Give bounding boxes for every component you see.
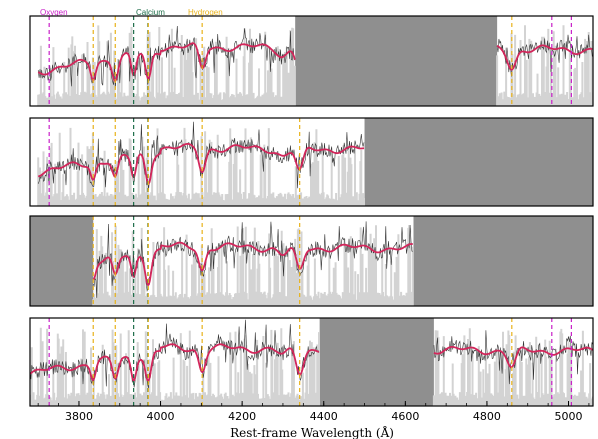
x-tick-label: 4000 [147, 410, 175, 423]
masked-region [364, 118, 593, 206]
model-spectrum [37, 143, 365, 186]
spectrum-panel-1 [29, 15, 594, 107]
x-axis-label: Rest-frame Wavelength (Å) [230, 425, 394, 439]
masked-region [413, 216, 593, 306]
model-spectrum [30, 343, 320, 383]
error-spectrum [37, 25, 296, 106]
observed-spectrum [92, 221, 413, 298]
masked-region [295, 16, 498, 106]
legend-oxygen: Oxygen [40, 8, 68, 17]
panel-frame [29, 317, 594, 407]
model-spectrum [37, 42, 296, 83]
legend-calcium: Calcium [136, 8, 165, 17]
error-spectrum [30, 327, 320, 406]
masked-region [30, 216, 94, 306]
spectrum-panel-3 [29, 215, 594, 307]
model-spectrum [433, 346, 593, 369]
panel-frame [29, 15, 594, 107]
x-tick-label: 4400 [310, 410, 338, 423]
panel-frame [29, 117, 594, 207]
x-tick-label: 4800 [473, 410, 501, 423]
panel-frame [29, 215, 594, 307]
error-spectrum [92, 225, 414, 306]
legend-hydrogen: Hydrogen [188, 8, 223, 17]
masked-region [319, 318, 434, 406]
x-tick-label: 4200 [228, 410, 256, 423]
observed-spectrum [37, 121, 365, 190]
legend: Oxygen Calcium Hydrogen [40, 8, 223, 17]
spectrum-panel-4 [29, 317, 594, 407]
model-spectrum [92, 241, 413, 287]
x-tick-label: 4600 [391, 410, 419, 423]
x-tick-label: 3800 [65, 410, 93, 423]
model-spectrum [496, 44, 593, 71]
x-tick-label: 5000 [555, 410, 583, 423]
spectrum-panel-2 [29, 117, 594, 207]
observed-spectrum [37, 25, 296, 89]
